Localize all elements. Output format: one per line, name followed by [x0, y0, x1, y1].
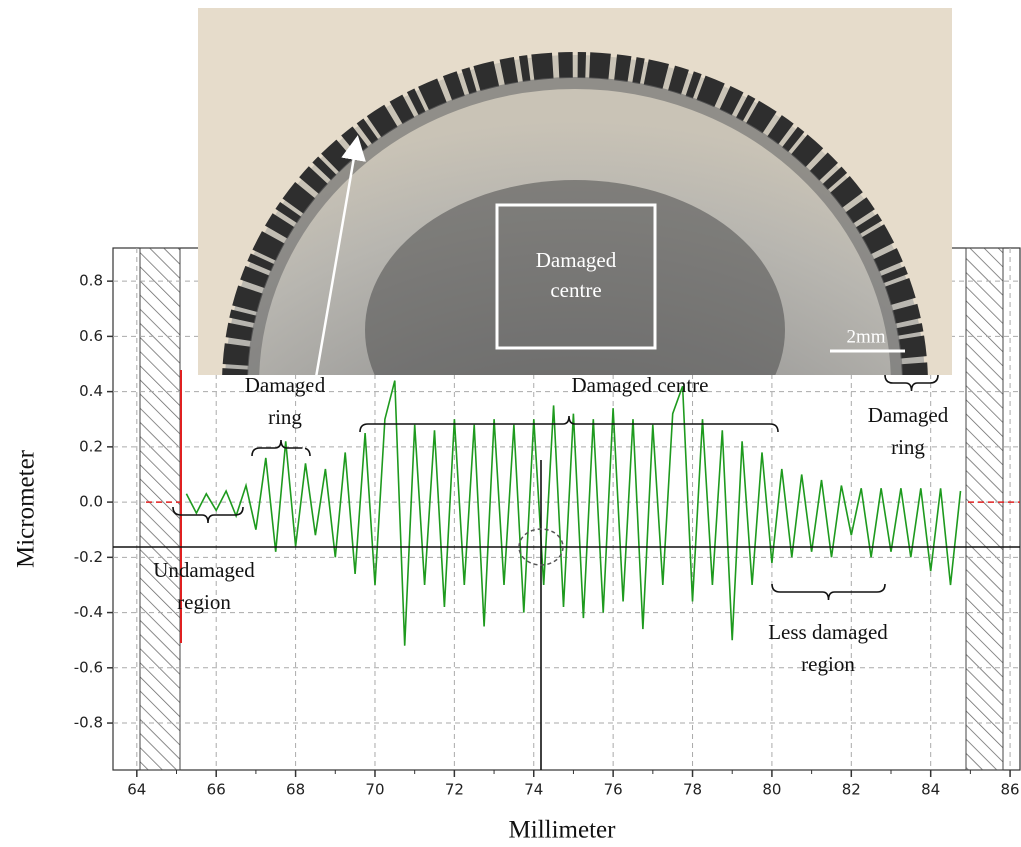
x-tick-label: 86	[1001, 781, 1020, 799]
photo-ring-shade	[247, 77, 903, 375]
annotation: Damaged centre	[571, 373, 708, 397]
scale-label: 2mm	[846, 326, 885, 347]
brace	[251, 439, 311, 457]
damage-box	[495, 203, 657, 350]
y-tick-label: 0.0	[79, 493, 103, 511]
photo-centre	[365, 180, 785, 375]
inset-label: Damaged	[536, 248, 617, 272]
x-tick-label: 80	[762, 781, 781, 799]
brace	[771, 583, 886, 601]
y-tick-label: -0.4	[74, 603, 103, 621]
annotation: Undamaged	[153, 558, 255, 582]
brace	[359, 415, 779, 433]
arrow	[298, 135, 366, 471]
brace	[172, 506, 244, 524]
x-axis-label: Millimeter	[509, 817, 617, 844]
inset-photo	[198, 8, 952, 375]
y-tick-label: 0.8	[79, 272, 103, 290]
annotation: ring	[891, 435, 925, 459]
x-tick-label: 84	[921, 781, 940, 799]
annotation: region	[177, 590, 231, 614]
x-tick-label: 66	[207, 781, 226, 799]
brace	[884, 374, 939, 392]
inset-label: centre	[550, 278, 601, 302]
y-tick-label: 0.6	[79, 327, 103, 345]
x-tick-label: 78	[683, 781, 702, 799]
x-tick-label: 76	[604, 781, 623, 799]
signal-line	[185, 380, 962, 646]
x-tick-label: 64	[127, 781, 146, 799]
x-tick-label: 72	[445, 781, 464, 799]
y-axis-label: Micrometer	[13, 449, 40, 568]
x-tick-label: 68	[286, 781, 305, 799]
y-tick-label: -0.8	[74, 714, 103, 732]
y-tick-label: 0.4	[79, 382, 103, 400]
x-tick-label: 82	[842, 781, 861, 799]
x-tick-label: 70	[365, 781, 384, 799]
hatched-region	[965, 247, 1004, 771]
annotation: region	[801, 652, 855, 676]
y-tick-label: -0.6	[74, 658, 103, 676]
y-tick-label: 0.2	[79, 437, 103, 455]
highlight-circle	[518, 528, 564, 566]
annotation: Less damaged	[768, 620, 888, 644]
y-tick-label: -0.2	[74, 548, 103, 566]
hatched-region	[139, 247, 181, 771]
annotation: ring	[268, 405, 302, 429]
x-tick-label: 74	[524, 781, 543, 799]
annotation: Damaged	[868, 403, 949, 427]
